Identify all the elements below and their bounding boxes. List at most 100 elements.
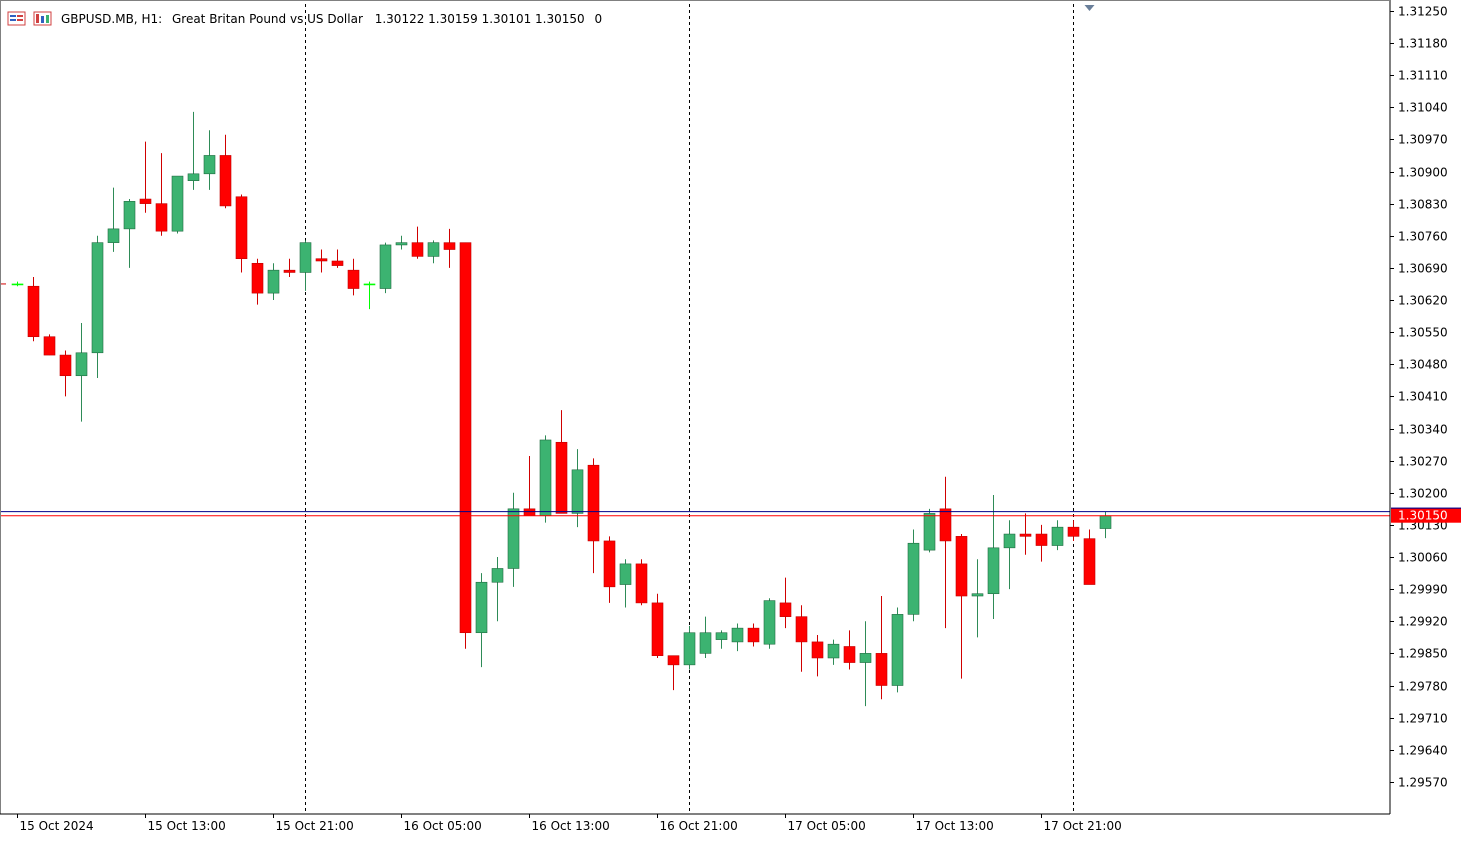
price-tick-label: 1.30760 [1398,230,1448,244]
price-tick-label: 1.30690 [1398,262,1448,276]
candle [43,334,56,356]
candle-body [699,632,712,654]
candle-body [267,269,280,294]
ohlc-values: 1.30122 1.30159 1.30101 1.30150 [375,12,585,26]
price-tick-label: 1.30410 [1398,390,1448,404]
candle-body [219,155,232,207]
candle [107,187,120,252]
candle [651,593,664,658]
candle [395,235,408,250]
price-tick-label: 1.30830 [1398,198,1448,212]
candle-body [571,469,584,514]
candle-body [987,547,1000,595]
candle-body [475,581,488,634]
candle [123,199,136,268]
candle-body [203,155,216,175]
candle-body [395,242,408,246]
candle [955,534,968,679]
candle-body [107,228,120,243]
price-axis[interactable]: 1.31250 1.31180 1.31110 1.31040 1.30970 1.309… [0,0,1461,814]
candle [267,263,280,301]
price-tick-label: 1.29640 [1398,744,1448,758]
candle-body [811,641,824,659]
candle-body [123,201,136,230]
candle-body [747,627,760,643]
candle [779,577,792,629]
candle-body [59,354,72,377]
candle-body [875,653,888,686]
candle-body [347,269,360,289]
candle [443,228,456,268]
candle [251,258,264,305]
time-tick-label: 15 Oct 13:00 [148,819,226,833]
candle-body [171,175,184,232]
candle-body [651,602,664,656]
candle [187,111,200,190]
candle [731,623,744,652]
candle-body [555,441,568,514]
candle [635,559,648,606]
candle [907,529,920,622]
candle [699,616,712,658]
price-tick-label: 1.30200 [1398,487,1448,501]
candle-body [539,439,552,516]
candles [0,111,1112,707]
price-lines [0,511,1390,517]
candle [1083,529,1096,585]
time-tick-label: 17 Oct 13:00 [916,819,994,833]
price-tick-label: 1.30620 [1398,294,1448,308]
candle-body [939,508,952,542]
candle-body [795,616,808,643]
candle-body [635,563,648,604]
chart-list-icon[interactable] [7,11,26,26]
candle-body [587,464,600,542]
price-tick-label: 1.31110 [1398,69,1448,83]
candle [603,536,616,603]
candle [1067,520,1080,541]
candle [555,410,568,514]
candle-body [187,173,200,181]
candle-body [283,269,296,273]
candle-body [75,352,88,377]
candle-body [827,643,840,659]
candle [363,281,376,310]
chart-properties-icon[interactable] [33,11,52,26]
candle [379,242,392,294]
price-tick-label: 1.30550 [1398,326,1448,340]
candle [219,134,232,209]
candle [763,598,776,649]
candle-body [1035,533,1048,546]
candle [203,130,216,190]
candle [75,322,88,422]
period-separators [305,4,1074,814]
candle-body [427,242,440,257]
candle [971,559,984,638]
candle-body [27,285,40,338]
candle-body [603,540,616,588]
price-tick-label: 1.31040 [1398,101,1448,115]
candle [875,596,888,700]
candle-body [891,614,904,686]
price-tick-label: 1.30060 [1398,551,1448,565]
shift-marker-icon[interactable] [1084,5,1095,11]
candle-body [1051,526,1064,546]
time-axis[interactable]: 15 Oct 2024 15 Oct 13:00 15 Oct 21:00 16 Oc… [0,813,1390,833]
price-tick-label: 1.30900 [1398,166,1448,180]
price-tick-label: 1.30270 [1398,455,1448,469]
candle [667,655,680,691]
candle [859,621,872,707]
candle-body [971,593,984,597]
candle-body [859,653,872,663]
candle-body [667,655,680,666]
candle-body [619,563,632,585]
candle [891,607,904,693]
time-tick-label: 15 Oct 21:00 [276,819,354,833]
price-tick-label: 1.31180 [1398,37,1448,51]
candle [795,605,808,672]
candle-body [491,568,504,583]
candle [507,492,520,587]
candle [91,235,104,379]
